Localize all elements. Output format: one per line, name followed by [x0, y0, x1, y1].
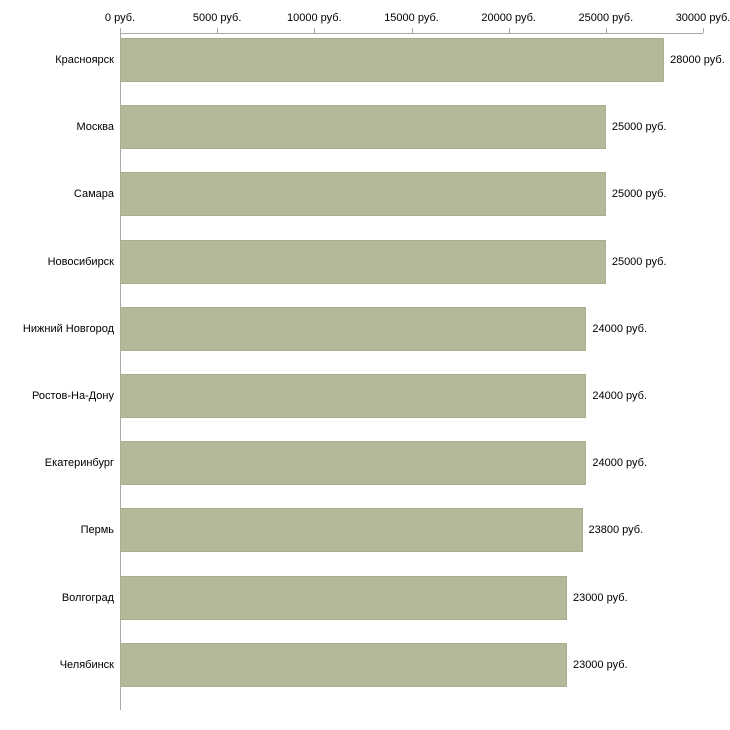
value-label: 24000 руб.	[592, 390, 648, 402]
x-axis-tick-label: 0 руб.	[104, 12, 136, 24]
value-label: 25000 руб.	[611, 121, 667, 134]
bar-красноярск	[120, 38, 665, 82]
x-axis-tick-label: 10000 руб.	[287, 12, 342, 24]
bar-екатеринбург	[120, 441, 587, 486]
category-label: Красноярск	[55, 54, 114, 66]
x-axis-line	[120, 33, 703, 34]
x-axis-tick-mark	[508, 28, 510, 33]
x-axis-tick-mark	[120, 28, 121, 33]
x-axis-tick-label: 25000 руб.	[578, 12, 634, 24]
category-label: Пермь	[80, 524, 114, 537]
bar-новосибирск	[120, 239, 606, 284]
category-label: Москва	[76, 121, 114, 134]
value-label: 28000 руб.	[670, 54, 725, 66]
x-axis-tick-mark	[411, 28, 413, 33]
category-label: Екатеринбург	[44, 457, 114, 470]
bar-пермь	[120, 508, 583, 553]
value-label: 25000 руб.	[611, 188, 667, 201]
value-label: 24000 руб.	[592, 322, 648, 335]
bar-ростов-на-дону	[120, 374, 587, 418]
category-label: Волгоград	[61, 591, 114, 604]
bar-челябинск	[120, 642, 567, 687]
x-axis-tick-label: 30000 руб.	[675, 12, 730, 24]
value-label: 25000 руб.	[611, 255, 667, 268]
value-label: 23000 руб.	[572, 658, 628, 671]
category-label: Самара	[73, 188, 114, 201]
value-label: 23000 руб.	[572, 591, 628, 604]
bar-москва	[120, 105, 606, 150]
category-label: Челябинск	[59, 658, 114, 671]
bar-самара	[120, 172, 606, 217]
x-axis-tick-mark	[314, 28, 316, 33]
x-axis-tick-mark	[217, 28, 219, 33]
category-label: Новосибирск	[47, 255, 114, 268]
x-axis-tick-mark	[703, 28, 704, 33]
bar-нижний-новгород	[120, 306, 587, 351]
y-axis-line	[120, 33, 121, 710]
category-label: Нижний Новгород	[22, 322, 114, 335]
x-axis-tick-label: 5000 руб.	[192, 12, 242, 24]
bar-волгоград	[120, 575, 567, 620]
value-label: 24000 руб.	[592, 457, 648, 470]
category-label: Ростов-На-Дону	[31, 390, 114, 402]
value-label: 23800 руб.	[588, 524, 644, 537]
x-axis-tick-label: 15000 руб.	[384, 12, 439, 24]
x-axis-tick-mark	[605, 28, 607, 33]
x-axis-tick-label: 20000 руб.	[481, 12, 536, 24]
